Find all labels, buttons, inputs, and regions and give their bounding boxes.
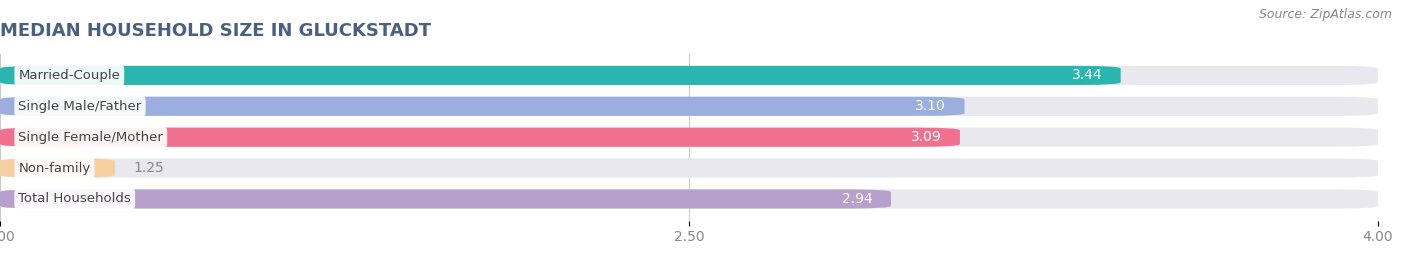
FancyBboxPatch shape [0, 128, 960, 147]
Text: Single Female/Mother: Single Female/Mother [18, 131, 163, 144]
Text: Married-Couple: Married-Couple [18, 69, 121, 82]
FancyBboxPatch shape [0, 66, 1121, 85]
FancyBboxPatch shape [0, 128, 1378, 147]
Text: 3.10: 3.10 [915, 99, 946, 113]
FancyBboxPatch shape [0, 158, 1378, 178]
Text: 1.25: 1.25 [134, 161, 165, 175]
FancyBboxPatch shape [0, 189, 891, 208]
Text: MEDIAN HOUSEHOLD SIZE IN GLUCKSTADT: MEDIAN HOUSEHOLD SIZE IN GLUCKSTADT [0, 22, 432, 40]
Text: Source: ZipAtlas.com: Source: ZipAtlas.com [1258, 8, 1392, 21]
Text: Total Households: Total Households [18, 192, 131, 206]
FancyBboxPatch shape [0, 97, 1378, 116]
FancyBboxPatch shape [0, 189, 1378, 208]
Text: Non-family: Non-family [18, 162, 90, 175]
Text: 3.44: 3.44 [1071, 68, 1102, 82]
Text: 3.09: 3.09 [911, 130, 942, 144]
FancyBboxPatch shape [0, 158, 115, 178]
Text: 2.94: 2.94 [842, 192, 873, 206]
Text: Single Male/Father: Single Male/Father [18, 100, 142, 113]
FancyBboxPatch shape [0, 97, 965, 116]
FancyBboxPatch shape [0, 66, 1378, 85]
